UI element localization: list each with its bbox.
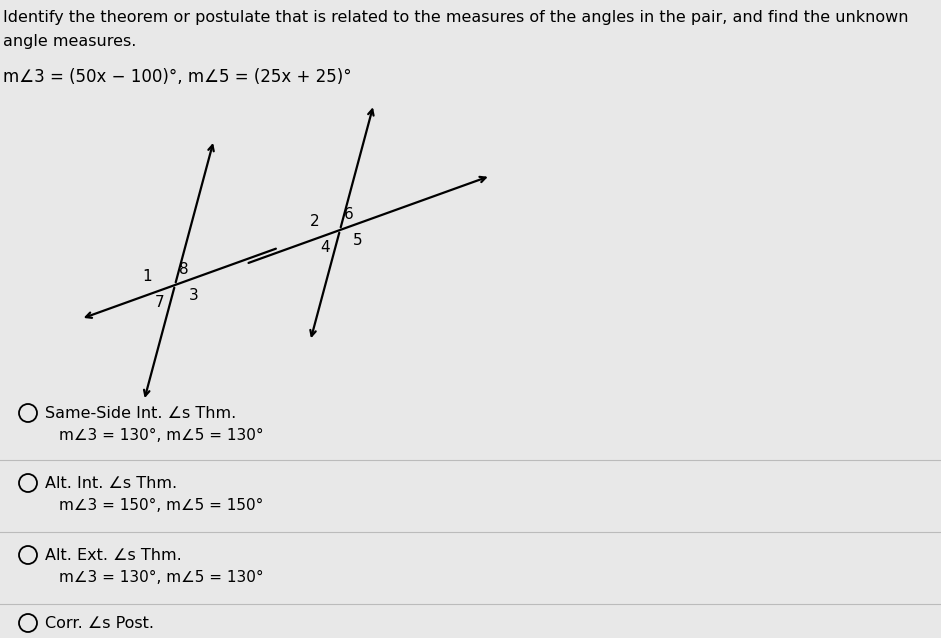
Text: 1: 1 <box>142 269 152 284</box>
Text: Alt. Ext. ∠s Thm.: Alt. Ext. ∠s Thm. <box>45 548 182 563</box>
Text: angle measures.: angle measures. <box>3 34 136 49</box>
Text: m∠3 = (50x − 100)°, m∠5 = (25x + 25)°: m∠3 = (50x − 100)°, m∠5 = (25x + 25)° <box>3 68 352 86</box>
Text: Same-Side Int. ∠s Thm.: Same-Side Int. ∠s Thm. <box>45 406 236 421</box>
Text: 3: 3 <box>188 288 198 303</box>
Text: 7: 7 <box>155 295 165 311</box>
Text: 8: 8 <box>179 262 188 277</box>
Text: m∠3 = 150°, m∠5 = 150°: m∠3 = 150°, m∠5 = 150° <box>59 498 263 513</box>
Text: 2: 2 <box>310 214 319 229</box>
Text: Identify the theorem or postulate that is related to the measures of the angles : Identify the theorem or postulate that i… <box>3 10 908 25</box>
Text: Alt. Int. ∠s Thm.: Alt. Int. ∠s Thm. <box>45 476 177 491</box>
Text: Corr. ∠s Post.: Corr. ∠s Post. <box>45 616 154 631</box>
Text: 6: 6 <box>343 207 354 222</box>
Text: 5: 5 <box>353 234 363 248</box>
Text: 4: 4 <box>320 241 329 255</box>
Text: m∠3 = 130°, m∠5 = 130°: m∠3 = 130°, m∠5 = 130° <box>59 570 263 585</box>
Text: m∠3 = 130°, m∠5 = 130°: m∠3 = 130°, m∠5 = 130° <box>59 428 263 443</box>
